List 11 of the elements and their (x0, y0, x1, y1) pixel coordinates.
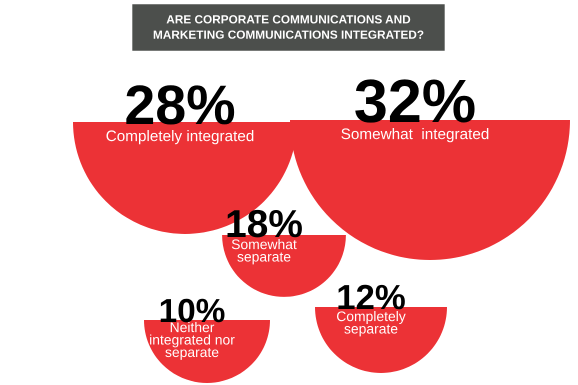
category-label: Completely separate (336, 311, 406, 336)
category-label: Completely integrated (106, 130, 254, 144)
data-label: 32% (355, 79, 475, 123)
category-label: Somewhat separate (232, 239, 297, 264)
data-label: 18% (228, 210, 302, 238)
data-label: 10% (160, 298, 224, 322)
text: ARE CORPORATE COMMUNICATIONS AND MARKETING COMMUNICATIONS INTEGRATED? (154, 15, 424, 39)
category-label: Neither integrated nor separate (150, 322, 235, 360)
category-label: Somewhat integrated (341, 128, 488, 142)
data-label: 28% (126, 85, 234, 125)
data-label: 12% (338, 284, 405, 310)
